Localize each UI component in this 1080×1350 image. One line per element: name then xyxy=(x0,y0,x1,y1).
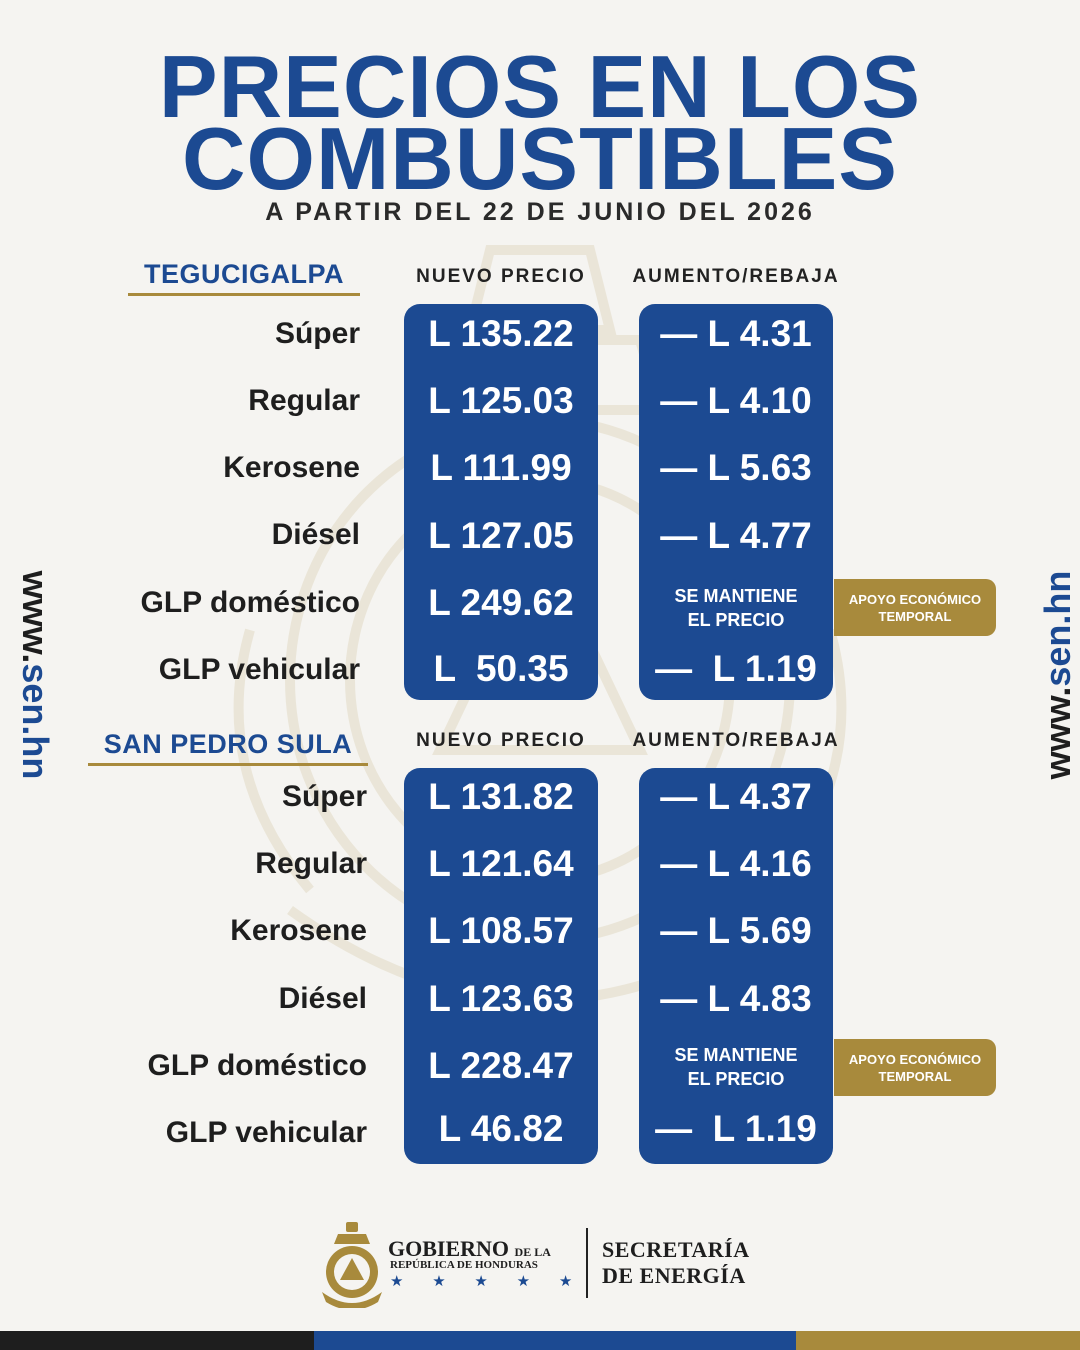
price-change-value: — L 4.10 xyxy=(660,380,812,421)
footer-stars-icon: ★ ★ ★ ★ ★ xyxy=(390,1272,585,1290)
new-price-value: L 135.22 xyxy=(428,313,574,354)
price-change-value: — L 4.37 xyxy=(660,776,812,817)
new-price-panel xyxy=(404,304,598,700)
new-price-value: L 123.63 xyxy=(428,978,574,1019)
price-unchanged-line2: EL PRECIO xyxy=(687,610,785,630)
fuel-label: Súper xyxy=(281,780,367,813)
new-price-value: L 125.03 xyxy=(428,380,574,421)
price-unchanged-line2: EL PRECIO xyxy=(687,1069,785,1089)
side-url-left: www.sen.hn xyxy=(14,571,56,780)
fuel-label: GLP doméstico xyxy=(140,586,361,619)
footer-secretaria: SECRETARÍA xyxy=(602,1237,750,1262)
side-url-prefix: www. xyxy=(1037,686,1078,780)
price-unchanged-line1: SE MANTIENE xyxy=(674,586,798,606)
footer-de-la: DE LA xyxy=(514,1245,551,1259)
new-price-value: L 127.05 xyxy=(428,515,574,556)
bottom-bar-navy xyxy=(314,1331,796,1350)
new-price-value: L 108.57 xyxy=(428,910,574,951)
subsidy-badge: APOYO ECONÓMICO TEMPORAL xyxy=(834,1039,996,1096)
fuel-label: Kerosene xyxy=(230,914,367,947)
city-heading-tegucigalpa: TEGUCIGALPA xyxy=(144,259,344,289)
subsidy-badge-line2: TEMPORAL xyxy=(878,1068,952,1084)
fuel-label: Diésel xyxy=(278,982,367,1015)
fuel-label: GLP vehicular xyxy=(165,1116,367,1149)
new-price-panel xyxy=(404,768,598,1164)
price-change-value: — L 5.63 xyxy=(660,447,812,488)
subsidy-badge-line1: APOYO ECONÓMICO xyxy=(848,1051,982,1067)
page-title-line1: PRECIOS EN LOS xyxy=(158,37,922,136)
price-unchanged-line1: SE MANTIENE xyxy=(674,1045,798,1065)
city-underline xyxy=(88,763,368,766)
fuel-label: Súper xyxy=(274,317,360,350)
price-change-value: — L 4.83 xyxy=(660,978,812,1019)
new-price-value: L 249.62 xyxy=(428,582,574,623)
footer-gobierno-word: GOBIERNO xyxy=(388,1236,510,1261)
price-change-value: — L 4.31 xyxy=(660,313,812,354)
side-url-prefix: www. xyxy=(15,570,56,664)
page-title-line2: COMBUSTIBLES xyxy=(182,109,898,208)
effective-date-subtitle: A PARTIR DEL 22 DE JUNIO DEL 2026 xyxy=(265,198,815,226)
change-panel xyxy=(639,304,833,700)
new-price-value: L 131.82 xyxy=(428,776,574,817)
column-header-change: AUMENTO/REBAJA xyxy=(632,266,840,287)
column-header-new-price: NUEVO PRECIO xyxy=(416,730,586,751)
price-change-value: — L 4.77 xyxy=(660,515,812,556)
price-change-value: — L 4.16 xyxy=(660,843,812,884)
city-heading-san-pedro-sula: SAN PEDRO SULA xyxy=(103,729,353,759)
change-panel xyxy=(639,768,833,1164)
side-url-right: www.sen.hn xyxy=(1037,571,1079,780)
fuel-label: Regular xyxy=(248,384,360,417)
footer-divider xyxy=(586,1228,588,1298)
city-underline xyxy=(128,293,360,296)
bottom-bar-gold xyxy=(796,1331,1080,1350)
side-url-domain: sen.hn xyxy=(1037,570,1078,687)
new-price-value: L 111.99 xyxy=(430,447,572,488)
fuel-label: GLP vehicular xyxy=(158,653,360,686)
new-price-value: L 50.35 xyxy=(433,648,569,689)
subsidy-badge-line2: TEMPORAL xyxy=(878,608,952,624)
new-price-value: L 228.47 xyxy=(428,1045,574,1086)
price-change-value: — L 5.69 xyxy=(660,910,812,951)
fuel-label: Regular xyxy=(255,847,367,880)
footer-republica: REPÚBLICA DE HONDURAS xyxy=(390,1259,538,1271)
footer-gobierno: GOBIERNO DE LA xyxy=(388,1236,551,1262)
column-header-new-price: NUEVO PRECIO xyxy=(416,266,586,287)
column-header-change: AUMENTO/REBAJA xyxy=(632,730,840,751)
price-change-value: — L 1.19 xyxy=(655,1108,817,1149)
honduras-coat-of-arms-icon xyxy=(322,1222,382,1308)
footer-de-energia: DE ENERGÍA xyxy=(602,1263,746,1288)
subsidy-badge-line1: APOYO ECONÓMICO xyxy=(848,591,982,607)
subsidy-badge: APOYO ECONÓMICO TEMPORAL xyxy=(834,579,996,636)
fuel-label: Diésel xyxy=(271,518,360,551)
fuel-label: GLP doméstico xyxy=(147,1049,368,1082)
side-url-domain: sen.hn xyxy=(15,663,56,780)
fuel-label: Kerosene xyxy=(223,451,360,484)
new-price-value: L 121.64 xyxy=(428,843,574,884)
price-change-value: — L 1.19 xyxy=(655,648,817,689)
new-price-value: L 46.82 xyxy=(438,1108,564,1149)
bottom-bar-dark xyxy=(0,1331,314,1350)
